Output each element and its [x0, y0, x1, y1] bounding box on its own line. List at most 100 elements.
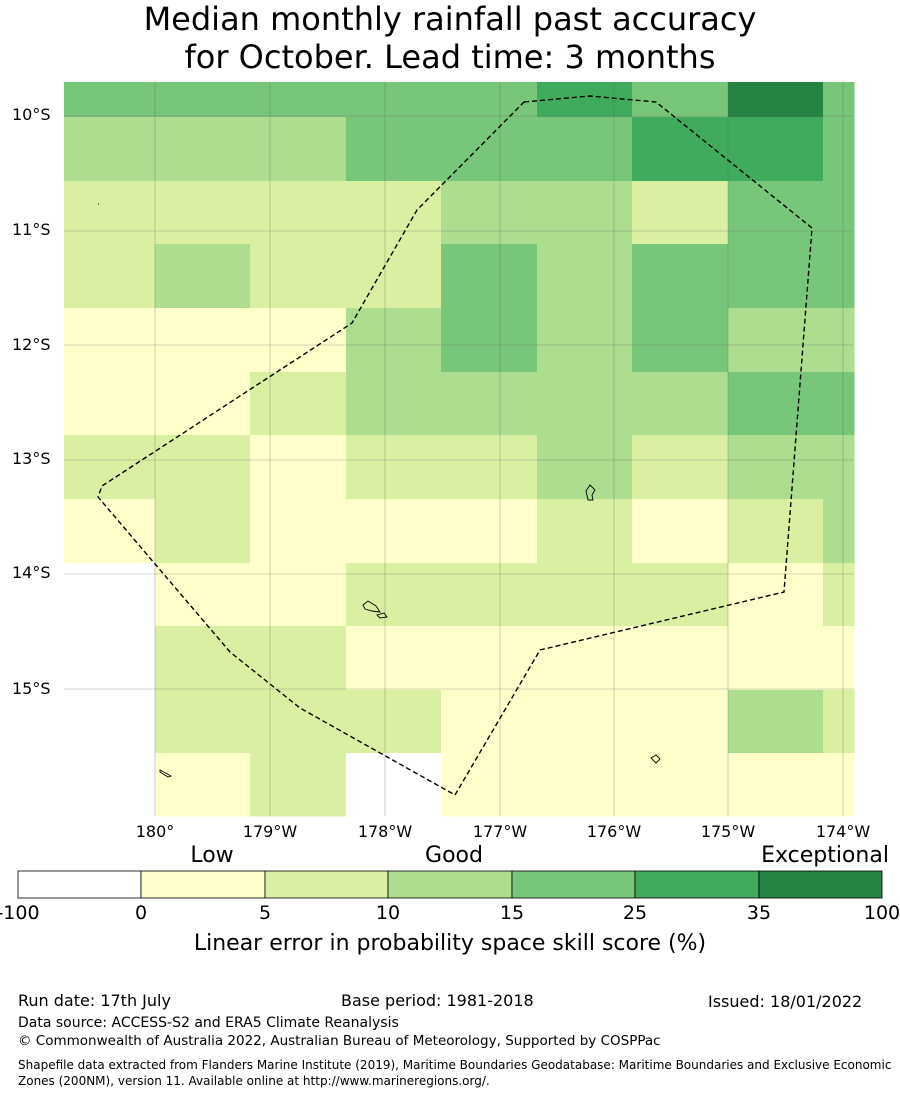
graticule [64, 82, 854, 816]
grid-cell [728, 82, 824, 118]
grid-cell [346, 244, 442, 309]
island [362, 600, 381, 613]
grid-cell [155, 435, 251, 500]
lon-label: 175°W [700, 822, 756, 841]
grid-cell [537, 435, 633, 500]
grid-cell [250, 117, 347, 182]
colorbar-segment [264, 870, 389, 899]
grid-cell [155, 82, 251, 118]
grid-cell [632, 753, 729, 817]
grid-cell [632, 499, 729, 564]
grid-cell [64, 82, 156, 118]
lon-label: 179°W [242, 822, 298, 841]
grid-cell [250, 244, 347, 309]
grid-cell [728, 435, 824, 500]
grid-cell [823, 181, 855, 245]
grid-cell [728, 308, 824, 373]
grid-cell [632, 690, 729, 754]
grid-cell [823, 435, 855, 500]
grid-cell [346, 82, 442, 118]
grid-cell [632, 117, 729, 182]
grid-cell [441, 244, 538, 309]
grid-cell [441, 690, 538, 754]
grid-cell [441, 308, 538, 373]
grid-cell [250, 753, 347, 817]
grid-cell [728, 626, 824, 691]
grid-cell [64, 117, 156, 182]
grid-cell [823, 626, 855, 691]
colorbar-tick: 25 [622, 902, 648, 924]
grid-cell [823, 753, 855, 817]
islands [98, 203, 661, 778]
grid-cell [155, 626, 251, 691]
grid-cell [64, 308, 156, 373]
lon-label: 174°W [815, 822, 871, 841]
lat-label: 14°S [12, 563, 51, 582]
island [650, 754, 661, 764]
grid-cell [728, 372, 824, 436]
grid-cell [441, 753, 538, 817]
title-line-2: for October. Lead time: 3 months [184, 38, 716, 76]
lat-label: 13°S [12, 449, 51, 468]
grid-cell [64, 244, 156, 309]
grid-cell [155, 181, 251, 245]
grid-cell [823, 690, 855, 754]
grid-cell [346, 690, 442, 754]
colorbar-tick: 35 [746, 902, 772, 924]
colorbar-segment [511, 870, 636, 899]
colorbar-tick: 0 [134, 902, 148, 924]
grid-cell [155, 753, 251, 817]
grid-cell [823, 117, 855, 182]
grid-cell [823, 82, 855, 118]
grid-cell [346, 181, 442, 245]
grid-cell [64, 626, 156, 691]
eez-boundary [97, 95, 813, 796]
lat-label: 10°S [12, 105, 51, 124]
grid-cell [537, 117, 633, 182]
grid-cell [64, 435, 156, 500]
grid-cell [537, 244, 633, 309]
grid-cell [441, 372, 538, 436]
grid-cell [346, 435, 442, 500]
island [376, 612, 388, 619]
colorbar-tick: -100 [0, 902, 40, 924]
colorbar-segment [17, 870, 142, 899]
data-source: Data source: ACCESS-S2 and ERA5 Climate … [18, 1015, 399, 1031]
colorbar-tick: 10 [375, 902, 401, 924]
colorbar-segment [634, 870, 760, 899]
grid-cell [441, 499, 538, 564]
grid-cell [346, 308, 442, 373]
grid-cell [346, 626, 442, 691]
grid-cell [250, 308, 347, 373]
grid-cell [441, 626, 538, 691]
grid-cell [632, 372, 729, 436]
grid-cell [155, 117, 251, 182]
lat-label: 12°S [12, 335, 51, 354]
colorbar-label: Linear error in probability space skill … [193, 931, 707, 956]
grid-cell [823, 499, 855, 564]
grid-cell [537, 499, 633, 564]
base-period: Base period: 1981-2018 [341, 991, 534, 1010]
grid-cell [823, 563, 855, 627]
skill-grid [64, 82, 855, 817]
grid-cell [823, 244, 855, 309]
grid-cell [441, 181, 538, 245]
grid-cell [537, 308, 633, 373]
lat-label: 15°S [12, 679, 51, 698]
grid-cell [441, 563, 538, 627]
colorbar [17, 870, 883, 899]
grid-cell [632, 626, 729, 691]
title-line-1: Median monthly rainfall past accuracy [143, 0, 757, 38]
lon-label: 177°W [472, 822, 528, 841]
grid-cell [250, 690, 347, 754]
grid-cell [64, 753, 156, 817]
skill-map [64, 82, 855, 817]
grid-cell [346, 499, 442, 564]
run-date: Run date: 17th July [18, 991, 171, 1010]
grid-cell [346, 753, 442, 817]
grid-cell [155, 499, 251, 564]
shapefile-credit: Shapefile data extracted from Flanders M… [18, 1058, 892, 1088]
grid-cell [632, 181, 729, 245]
grid-cell [537, 690, 633, 754]
grid-cell [632, 244, 729, 309]
